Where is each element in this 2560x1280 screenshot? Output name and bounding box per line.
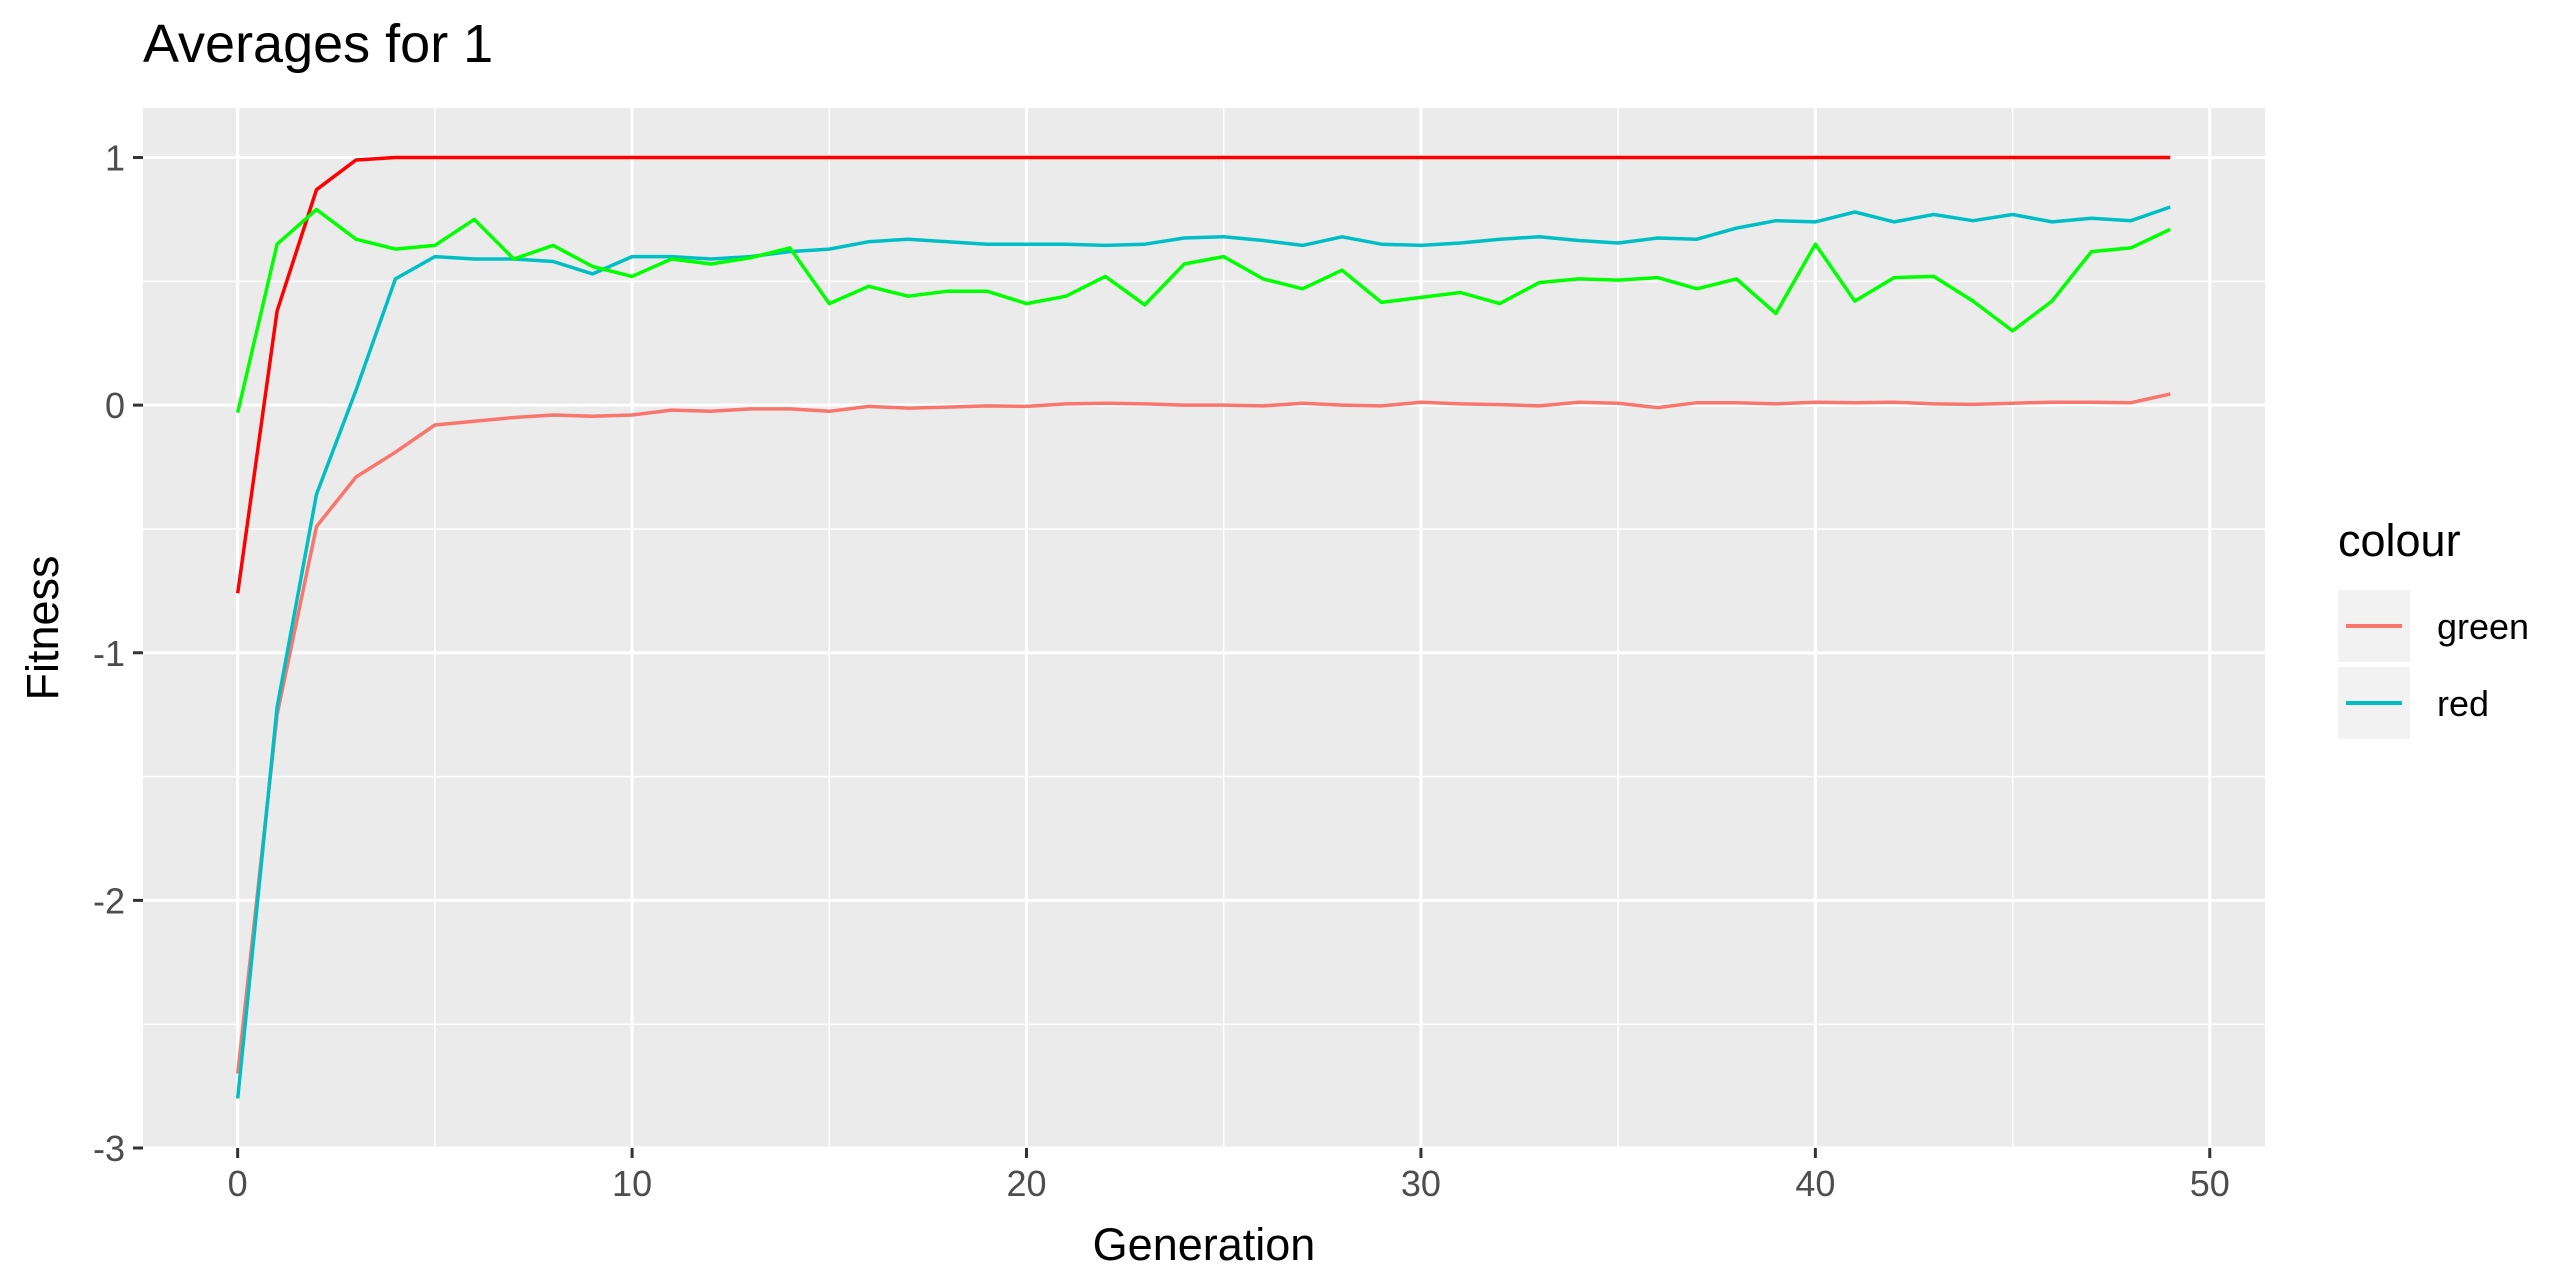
series-line-red [235, 205, 2171, 1099]
legend-label-red: red [2437, 683, 2489, 724]
legend: colour green red [2338, 515, 2529, 739]
y-tick-label: -3 [93, 1128, 125, 1169]
series-line-green [235, 392, 2171, 1074]
series-line-extra-2 [235, 155, 2171, 594]
x-tick-label: 0 [228, 1163, 248, 1204]
axes: 0 10 20 30 40 50 -3 -2 -1 0 1 [93, 138, 2230, 1204]
plot-panel [143, 108, 2265, 1148]
y-tick-label: -2 [93, 880, 125, 921]
x-tick-label: 50 [2190, 1163, 2230, 1204]
x-tick-label: 20 [1006, 1163, 1046, 1204]
grid-lines [143, 108, 2265, 1150]
series-line-extra-3 [235, 207, 2172, 413]
y-axis-title: Fitness [17, 555, 68, 700]
series-lines [235, 155, 2172, 1099]
legend-label-green: green [2437, 606, 2529, 647]
x-tick-label: 40 [1795, 1163, 1835, 1204]
x-axis-title: Generation [1093, 1219, 1316, 1270]
y-tick-label: -1 [93, 633, 125, 674]
y-tick-label: 0 [105, 385, 125, 426]
y-tick-label: 1 [105, 138, 125, 179]
x-tick-label: 10 [612, 1163, 652, 1204]
legend-title: colour [2338, 515, 2461, 566]
x-tick-label: 30 [1401, 1163, 1441, 1204]
chart-title: Averages for 1 [143, 14, 493, 74]
